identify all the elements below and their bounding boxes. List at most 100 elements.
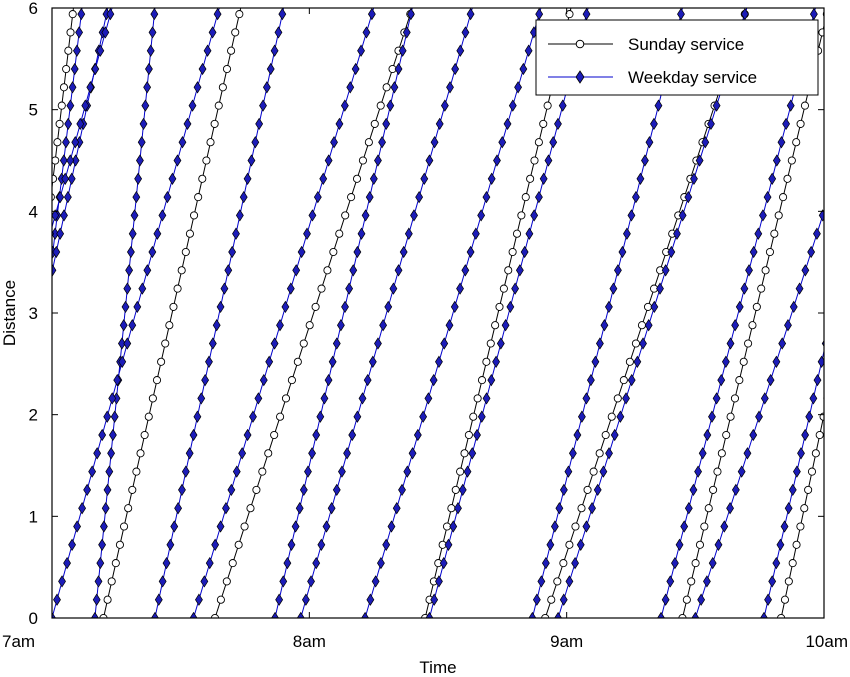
- weekday-point: [68, 538, 76, 551]
- weekday-point: [511, 282, 520, 295]
- legend-box: [535, 19, 819, 96]
- sunday-point: [700, 522, 709, 531]
- weekday-point: [324, 373, 333, 387]
- weekday-point: [181, 465, 190, 478]
- weekday-point: [64, 117, 73, 131]
- weekday-point: [275, 593, 284, 606]
- weekday-point: [394, 62, 403, 76]
- weekday-point: [357, 227, 366, 240]
- weekday-point: [782, 117, 791, 131]
- weekday-point: [550, 520, 559, 533]
- weekday-point: [768, 172, 777, 185]
- weekday-point: [70, 62, 79, 76]
- weekday-point: [430, 593, 439, 606]
- weekday-point: [128, 319, 137, 332]
- weekday-point: [784, 319, 792, 332]
- weekday-point: [93, 447, 102, 460]
- weekday-point: [576, 538, 585, 551]
- weekday-point: [123, 337, 132, 350]
- sunday-point: [691, 559, 700, 568]
- weekday-point: [227, 483, 236, 497]
- weekday-point: [440, 337, 449, 350]
- sunday-point: [311, 302, 320, 311]
- sunday-point: [757, 284, 766, 293]
- weekday-point: [759, 209, 767, 222]
- weekday-point: [266, 62, 275, 76]
- sunday-point: [198, 174, 207, 183]
- weekday-point: [818, 209, 824, 222]
- legend-weekday-marker: [575, 70, 585, 84]
- weekday-point: [281, 300, 290, 314]
- weekday-point: [139, 117, 148, 131]
- weekday-point: [382, 538, 391, 551]
- weekday-point: [413, 428, 422, 442]
- sunday-point: [103, 595, 112, 604]
- sunday-point: [376, 101, 385, 110]
- sunday-point: [637, 321, 647, 330]
- sunday-point: [687, 577, 696, 586]
- weekday-point: [726, 502, 734, 515]
- weekday-point: [684, 502, 693, 515]
- weekday-point: [117, 337, 126, 350]
- weekday-point: [627, 209, 636, 222]
- x-tick-label: 7am: [2, 632, 35, 651]
- sunday-point: [499, 284, 508, 293]
- weekday-point: [493, 154, 501, 167]
- weekday-point: [537, 575, 546, 588]
- trip-line: [780, 412, 824, 618]
- weekday-point: [86, 81, 95, 94]
- weekday-point: [312, 428, 321, 442]
- weekday-point: [330, 136, 338, 149]
- weekday-point: [541, 556, 550, 570]
- sunday-point: [730, 394, 740, 403]
- weekday-point: [341, 300, 349, 314]
- weekday-point: [623, 227, 631, 240]
- weekday-point: [661, 264, 670, 277]
- sunday-point: [347, 193, 356, 202]
- weekday-point: [166, 538, 175, 551]
- weekday-point: [398, 44, 407, 57]
- weekday-point: [429, 373, 438, 387]
- weekday-point: [216, 520, 225, 533]
- weekday-point: [197, 392, 206, 405]
- sunday-point: [784, 577, 793, 586]
- weekday-point: [118, 355, 127, 368]
- weekday-point: [546, 538, 555, 551]
- x-tick-label: 10am: [805, 632, 848, 651]
- weekday-point: [335, 117, 344, 131]
- sunday-point: [807, 467, 817, 476]
- sunday-point: [227, 46, 236, 55]
- weekday-point: [299, 483, 308, 497]
- weekday-point: [657, 611, 665, 618]
- weekday-point: [801, 264, 810, 277]
- trip-line: [214, 8, 413, 618]
- weekday-point: [697, 593, 706, 606]
- sunday-point: [792, 138, 801, 147]
- weekday-point: [616, 410, 625, 423]
- weekday-point: [639, 337, 647, 350]
- sunday-point: [678, 613, 687, 618]
- weekday-point: [134, 172, 143, 185]
- sunday-point: [770, 229, 779, 238]
- weekday-point: [766, 373, 775, 387]
- weekday-point: [73, 520, 82, 533]
- weekday-point: [435, 355, 443, 368]
- weekday-point: [308, 209, 317, 222]
- sunday-point: [464, 430, 473, 440]
- sunday-point: [619, 376, 628, 385]
- weekday-point: [555, 502, 564, 515]
- weekday-point: [605, 447, 613, 460]
- sunday-point: [111, 559, 120, 568]
- sunday-point: [57, 101, 66, 110]
- sunday-point: [800, 101, 810, 110]
- weekday-point: [56, 190, 65, 204]
- weekday-point: [403, 465, 412, 478]
- sunday-point: [695, 540, 705, 549]
- sunday-point: [541, 613, 550, 618]
- weekday-point: [636, 172, 645, 185]
- weekday-point: [535, 190, 543, 204]
- weekday-point: [392, 502, 401, 515]
- weekday-point: [449, 520, 458, 533]
- weekday-point: [622, 392, 630, 405]
- weekday-point: [707, 117, 715, 131]
